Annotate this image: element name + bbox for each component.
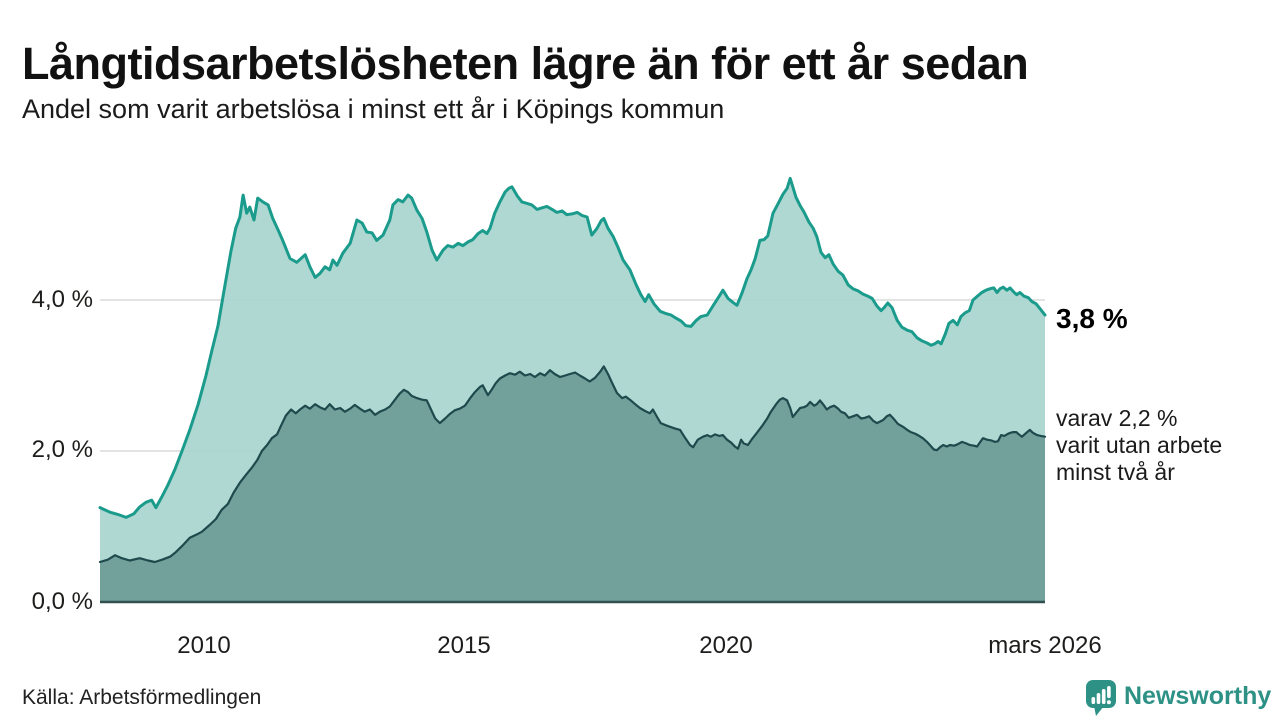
x-axis-tick-label-2015: 2015 <box>437 632 491 659</box>
speech-bubble-chart-icon <box>1086 680 1116 716</box>
area-line-series-2 <box>98 365 1047 564</box>
end-value-label: 3,8 % <box>1056 303 1128 334</box>
x-axis-tick-label-mars-2026: mars 2026 <box>988 632 1102 659</box>
y-axis-tick-label-0: 0,0 % <box>31 588 93 615</box>
page-subtitle: Andel som varit arbetslösa i minst ett å… <box>22 94 725 124</box>
end-value-sublabel: varav 2,2 % varit utan arbete minst två … <box>1056 405 1222 486</box>
end-sublabel-line-2: varit utan arbete <box>1056 432 1223 458</box>
area-fill-series-2 <box>100 366 1045 602</box>
x-axis-tick-label-2010: 2010 <box>177 632 231 659</box>
source-note: Källa: Arbetsförmedlingen <box>22 686 262 709</box>
x-axis-tick-label-2020: 2020 <box>699 632 753 659</box>
end-sublabel-line-3: minst två år <box>1056 459 1175 485</box>
end-sublabel-line-1: varav 2,2 % <box>1056 405 1178 431</box>
newsworthy-logo[interactable]: Newsworthy <box>1085 679 1271 717</box>
y-axis-tick-label-2: 2,0 % <box>31 436 93 463</box>
page-title: Långtidsarbetslösheten lägre än för ett … <box>22 38 1029 90</box>
y-axis-tick-label-4: 4,0 % <box>31 286 93 313</box>
area-line-series-1 <box>98 176 1047 519</box>
newsworthy-wordmark: Newsworthy <box>1124 682 1272 710</box>
